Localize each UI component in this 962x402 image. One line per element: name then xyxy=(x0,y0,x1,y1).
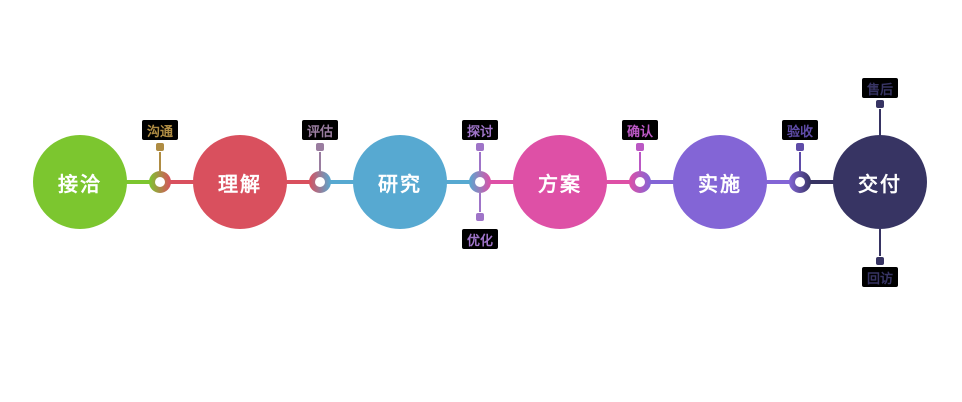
connector-line-left xyxy=(284,180,310,184)
milestone-label: 确认 xyxy=(626,123,653,139)
step-node-lijie: 理解 xyxy=(193,135,287,229)
milestone-line xyxy=(799,152,801,171)
milestone-square xyxy=(316,143,324,151)
milestone-label: 评估 xyxy=(306,123,333,139)
step-label: 接洽 xyxy=(58,173,102,196)
milestone-square xyxy=(876,257,884,265)
milestone-square xyxy=(476,213,484,221)
step-label: 实施 xyxy=(698,173,742,196)
step-node-jiaofu: 交付 xyxy=(833,135,927,229)
step-node-yanjiu: 研究 xyxy=(353,135,447,229)
ring-hole xyxy=(475,177,485,187)
connector-line-right xyxy=(650,180,676,184)
milestone-line xyxy=(879,109,881,136)
milestone-line xyxy=(879,229,881,256)
step-node-jieqia: 接洽 xyxy=(33,135,127,229)
ring-hole xyxy=(315,177,325,187)
milestone-label-box: 优化 xyxy=(462,229,498,249)
step-node-shishi: 实施 xyxy=(673,135,767,229)
connector-line-left xyxy=(764,180,790,184)
milestone-line xyxy=(479,152,481,171)
milestone-line xyxy=(319,152,321,171)
step-node-fangan: 方案 xyxy=(513,135,607,229)
milestone-square xyxy=(636,143,644,151)
milestone-square xyxy=(476,143,484,151)
milestone-label-box: 售后 xyxy=(862,78,898,98)
connector-ring xyxy=(149,171,171,193)
milestone-label: 回访 xyxy=(866,270,893,286)
step-label: 方案 xyxy=(538,173,582,196)
connector-ring xyxy=(309,171,331,193)
connector-ring xyxy=(629,171,651,193)
milestone-line xyxy=(479,193,481,212)
milestone-label: 探讨 xyxy=(466,123,493,139)
milestone-label: 验收 xyxy=(786,123,813,139)
connector-line-right xyxy=(490,180,516,184)
milestone-label: 沟通 xyxy=(146,123,173,139)
milestone-label: 优化 xyxy=(466,232,493,248)
step-label: 理解 xyxy=(218,173,262,196)
ring-hole xyxy=(795,177,805,187)
milestone-label-box: 探讨 xyxy=(462,120,498,140)
connector-ring xyxy=(789,171,811,193)
connector-line-right xyxy=(810,180,836,184)
ring-hole xyxy=(155,177,165,187)
milestone-label-box: 沟通 xyxy=(142,120,178,140)
milestone-label: 售后 xyxy=(866,81,893,97)
milestone-label-box: 评估 xyxy=(302,120,338,140)
connector-line-left xyxy=(444,180,470,184)
milestone-square xyxy=(876,100,884,108)
connector-line-left xyxy=(124,180,150,184)
milestone-label-box: 确认 xyxy=(622,120,658,140)
milestone-square xyxy=(796,143,804,151)
milestone-label-box: 回访 xyxy=(862,267,898,287)
step-label: 研究 xyxy=(378,173,422,196)
ring-hole xyxy=(635,177,645,187)
connector-line-left xyxy=(604,180,630,184)
milestone-square xyxy=(156,143,164,151)
connector-line-right xyxy=(330,180,356,184)
connector-ring xyxy=(469,171,491,193)
milestone-label-box: 验收 xyxy=(782,120,818,140)
connector-line-right xyxy=(170,180,196,184)
milestone-line xyxy=(639,152,641,171)
milestone-line xyxy=(159,152,161,171)
step-label: 交付 xyxy=(858,173,902,196)
